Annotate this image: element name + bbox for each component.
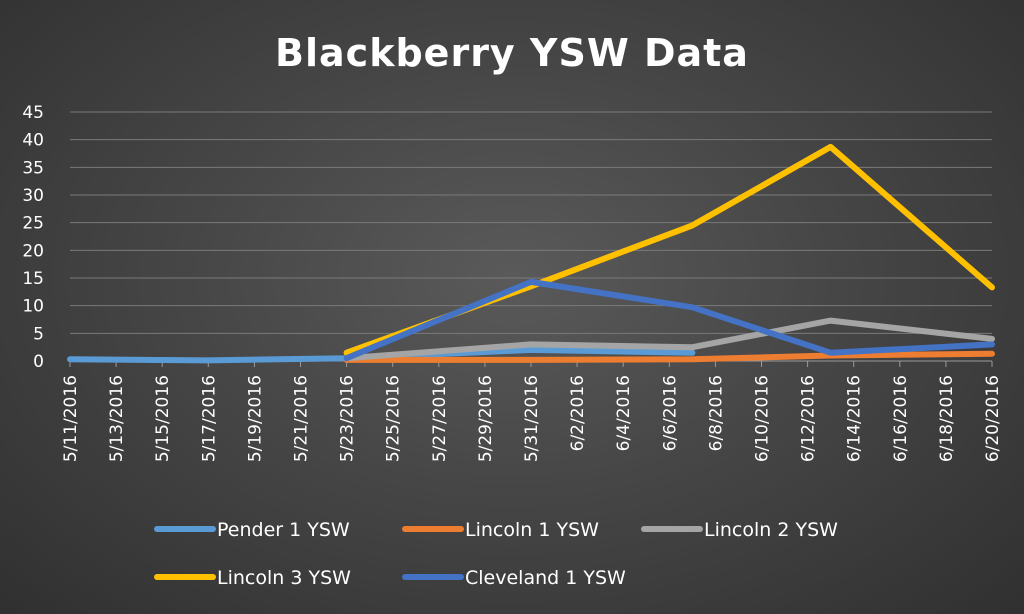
x-tick-label: 6/8/2016 xyxy=(706,375,726,451)
x-tick-label: 6/6/2016 xyxy=(660,375,680,451)
series-line-lincoln-3-ysw xyxy=(343,143,995,356)
y-tick-label: 25 xyxy=(22,214,44,234)
y-tick-label: 10 xyxy=(22,297,44,317)
x-tick-label: 6/16/2016 xyxy=(891,375,911,462)
x-tick-label: 6/2/2016 xyxy=(568,375,588,451)
x-tick-label: 5/19/2016 xyxy=(245,375,265,462)
x-tick-label: 5/13/2016 xyxy=(107,375,127,462)
chart-title: Blackberry YSW Data xyxy=(275,31,749,75)
x-tick-label: 6/14/2016 xyxy=(845,375,865,462)
x-tick-label: 6/4/2016 xyxy=(614,375,634,451)
legend-label: Cleveland 1 YSW xyxy=(465,567,626,589)
x-tick-label: 5/25/2016 xyxy=(384,375,404,462)
legend-label: Lincoln 2 YSW xyxy=(704,519,838,541)
x-tick-label: 6/12/2016 xyxy=(799,375,819,462)
x-tick-label: 6/10/2016 xyxy=(753,375,773,462)
x-tick-label: 6/20/2016 xyxy=(983,375,1003,462)
y-tick-label: 15 xyxy=(22,269,44,289)
legend: Pender 1 YSW Lincoln 1 YSW Lincoln 2 YSW Li… xyxy=(154,519,838,589)
x-tick-label: 5/15/2016 xyxy=(153,375,173,462)
x-tick-label: 5/29/2016 xyxy=(476,375,496,462)
y-tick-label: 45 xyxy=(22,103,44,123)
series-lines xyxy=(67,143,995,364)
y-tick-label: 40 xyxy=(22,131,44,151)
x-tick-label: 5/27/2016 xyxy=(430,375,450,462)
y-tick-label: 20 xyxy=(22,241,44,261)
x-axis-ticks: 5/11/2016 5/13/2016 5/15/2016 5/17/2016 5/19… xyxy=(61,361,1003,462)
legend-label: Lincoln 3 YSW xyxy=(217,567,351,589)
x-tick-label: 5/21/2016 xyxy=(292,375,312,462)
y-tick-label: 35 xyxy=(22,158,44,178)
y-axis-ticks: 0 5 10 15 20 25 30 35 40 45 xyxy=(22,103,44,372)
y-tick-label: 30 xyxy=(22,186,44,206)
x-tick-label: 5/17/2016 xyxy=(199,375,219,462)
legend-label: Lincoln 1 YSW xyxy=(465,519,599,541)
series-line-lincoln-2-ysw xyxy=(343,317,995,362)
series-line-lincoln-1-ysw xyxy=(343,350,995,363)
series-line-cleveland-1-ysw xyxy=(343,278,995,362)
legend-label: Pender 1 YSW xyxy=(217,519,350,541)
x-tick-label: 6/18/2016 xyxy=(937,375,957,462)
y-tick-label: 0 xyxy=(33,352,44,372)
x-tick-label: 5/11/2016 xyxy=(61,375,81,462)
gridlines xyxy=(70,111,992,362)
y-tick-label: 5 xyxy=(33,324,44,344)
x-tick-label: 5/23/2016 xyxy=(338,375,358,462)
x-tick-label: 5/31/2016 xyxy=(522,375,542,462)
